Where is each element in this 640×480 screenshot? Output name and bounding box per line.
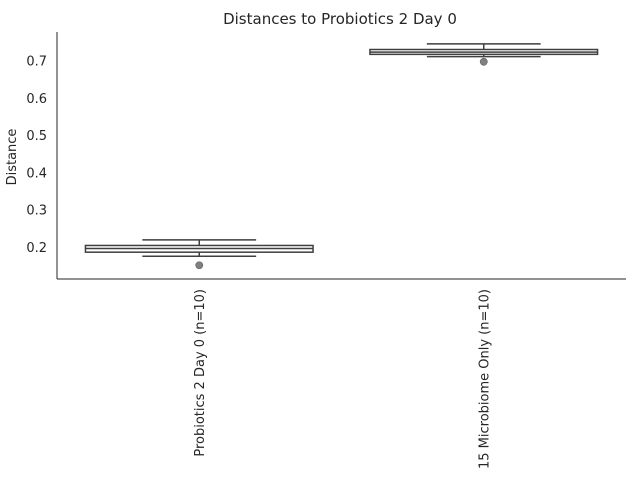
y-tick-label: 0.6 — [26, 92, 47, 107]
box-group — [84, 239, 314, 270]
chart-title: Distances to Probiotics 2 Day 0 — [223, 10, 457, 28]
x-tick-label: 15 Microbiome Only (n=10) — [477, 289, 492, 469]
y-tick-label: 0.4 — [26, 166, 47, 181]
y-tick-label: 0.7 — [26, 55, 47, 70]
box-group — [369, 43, 599, 66]
x-tick-label: Probiotics 2 Day 0 (n=10) — [193, 289, 208, 457]
plot-area: 0.2 0.3 0.4 0.5 0.6 0.7 Probiotics 2 Day 0 (n=… — [26, 32, 626, 469]
y-tick-label: 0.3 — [26, 204, 47, 219]
y-axis-label: Distance — [5, 129, 20, 186]
y-tick-label: 0.2 — [26, 241, 47, 256]
y-tick-label: 0.5 — [26, 129, 47, 144]
outlier-point — [479, 57, 488, 66]
outlier-point — [195, 261, 204, 270]
